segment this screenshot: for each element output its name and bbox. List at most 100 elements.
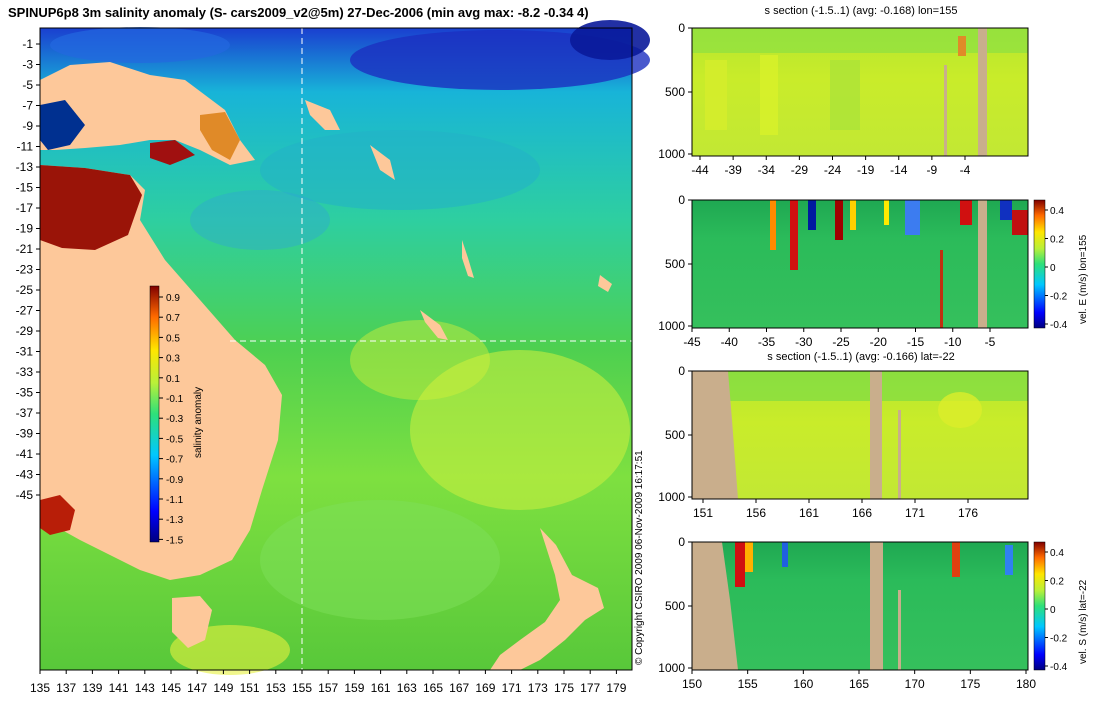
panel2-streak [940, 250, 943, 328]
panel4-jet-a [735, 542, 745, 587]
panel-x-tick-label: -45 [683, 335, 701, 349]
panel1-land-mask [978, 28, 987, 156]
panel-y-tick-label: 1000 [658, 661, 685, 675]
map-land-australia [40, 165, 282, 580]
map-y-tick-label: -23 [16, 263, 34, 277]
panel4-axes: 0 500 1000 150 155 160 165 170 175 180 [658, 535, 1036, 691]
map-spencer-gulf [40, 495, 75, 535]
colorbar-tick-label: 0.5 [166, 333, 180, 344]
panel-x-tick-label: 180 [1016, 677, 1036, 691]
panel-x-tick-label: 170 [905, 677, 925, 691]
map-x-tick-label: 179 [606, 681, 626, 695]
map-cyan-west [190, 190, 330, 250]
panel2-jet-c [808, 200, 816, 230]
map-x-tick-label: 145 [161, 681, 181, 695]
panel2-jet-h [960, 200, 972, 225]
vel-cb-tick-label: -0.4 [1050, 662, 1068, 673]
colorbar-tick-label: -0.7 [166, 455, 184, 466]
panel-x-tick-label: 160 [793, 677, 813, 691]
vel-cb-tick-label: 0.2 [1050, 235, 1064, 246]
panel-salinity-lon155: s section (-1.5..1) (avg: -0.168) lon=15… [658, 5, 1029, 177]
panel-x-tick-label: 156 [746, 506, 766, 520]
panel2-colorbar-ticks: 0.4 0.2 0 -0.2 -0.4 [1045, 206, 1068, 331]
map-land-nz [490, 528, 604, 670]
panel4-land-australia [692, 542, 738, 670]
map-y-tick-label: -15 [16, 181, 34, 195]
map-x-tick-label: 135 [30, 681, 50, 695]
map-y-tick-label: -45 [16, 488, 34, 502]
panel-x-tick-label: -20 [870, 335, 888, 349]
panel2-jet-a [770, 200, 776, 250]
map-y-tick-label: -29 [16, 324, 34, 338]
map-x-tick-label: 167 [449, 681, 469, 695]
panel3-land-australia [692, 371, 738, 499]
colorbar-tick-label: -0.9 [166, 475, 184, 486]
panel-velS-lat22: 0 500 1000 150 155 160 165 170 175 180 0.4 0.2 0 -0.… [658, 535, 1089, 691]
map-y-tick-label: -13 [16, 160, 34, 174]
vel-cb-tick-label: -0.2 [1050, 292, 1068, 303]
panel3-land-newcaledonia [870, 371, 882, 499]
panel-x-tick-label: -15 [907, 335, 925, 349]
panel2-plot [692, 200, 1028, 328]
panel-x-tick-label: -10 [944, 335, 962, 349]
map-y-tick-label: -35 [16, 386, 34, 400]
map-green-south [260, 500, 500, 620]
panel1-title: s section (-1.5..1) (avg: -0.168) lon=15… [765, 5, 958, 17]
colorbar-tick-label: 0.3 [166, 354, 180, 365]
vel-cb-tick-label: -0.4 [1050, 320, 1068, 331]
vel-cb-tick-label: 0.4 [1050, 206, 1064, 217]
map-fresh-ne [570, 20, 650, 60]
map-y-tick-label: -21 [16, 242, 34, 256]
map-y-tick-label: -25 [16, 283, 34, 297]
panel2-axes: 0 500 1000 -45 -40 -35 -30 -25 -20 -15 -10 -5 [658, 193, 995, 349]
map-x-tick-label: 147 [187, 681, 207, 695]
map-land-tasmania [172, 596, 212, 648]
map-x-tick-label: 157 [318, 681, 338, 695]
panel3-warm-eddy [938, 392, 982, 428]
map-gulf-salty [40, 165, 142, 250]
panel1-salty-patch [958, 36, 966, 56]
panel2-jet-b [790, 200, 798, 270]
map-y-tick-label: -33 [16, 365, 34, 379]
colorbar-tick-label: -0.3 [166, 414, 184, 425]
panel4-land-newcaledonia [870, 542, 883, 670]
colorbar-gradient [149, 285, 160, 543]
map-x-tick-label: 161 [371, 681, 391, 695]
colorbar-tick-label: -0.1 [166, 394, 184, 405]
panel-x-tick-label: 171 [905, 506, 925, 520]
map-island-fiji [598, 275, 612, 292]
panel4-jet-c [782, 542, 788, 567]
panel2-jet-e [850, 200, 856, 230]
colorbar-label: salinity anomaly [193, 387, 204, 458]
panel4-colorbar-label: vel. S (m/s) lat=-22 [1078, 579, 1089, 664]
panel4-jet-d [952, 542, 960, 577]
map-y-tick-label: -37 [16, 406, 34, 420]
map-cyan-band [260, 130, 540, 210]
panel-y-tick-label: 0 [678, 193, 685, 207]
panel1-land-mask2 [944, 65, 947, 156]
map-y-tick-label: -39 [16, 427, 34, 441]
panel-y-tick-label: 1000 [658, 319, 685, 333]
panel2-jet-f [884, 200, 889, 225]
map-yellow-mid [350, 320, 490, 400]
panel-x-tick-label: 155 [738, 677, 758, 691]
panel3-surface-layer [692, 371, 1028, 401]
map-x-tick-label: 151 [240, 681, 260, 695]
map-y-tick-label: -9 [22, 119, 33, 133]
panel2-jet-g [905, 200, 920, 235]
map-y-tick-label: -31 [16, 345, 34, 359]
map-x-tick-label: 177 [580, 681, 600, 695]
panel-y-tick-label: 0 [678, 21, 685, 35]
map-x-tick-label: 169 [475, 681, 495, 695]
panel1-streak-a [705, 60, 727, 130]
panel-y-tick-label: 500 [665, 599, 685, 613]
map-y-tick-label: -11 [17, 140, 34, 154]
map-y-tick-label: -5 [22, 78, 33, 92]
panel2-land-mask [978, 200, 987, 328]
panel-x-tick-label: -9 [927, 163, 938, 177]
panel4-land-mask [898, 590, 901, 670]
panel-x-tick-label: -4 [960, 163, 971, 177]
main-colorbar: 0.9 0.7 0.5 0.3 0.1 -0.1 -0.3 -0.5 -0.7 -0.9 -1.1 -… [149, 285, 204, 546]
